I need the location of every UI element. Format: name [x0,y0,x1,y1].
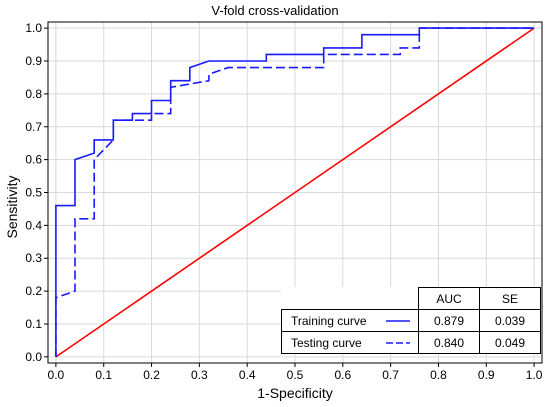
y-tick-label: 0.7 [25,120,42,134]
x-tick-label: 0.5 [287,368,304,382]
legend-swatch-testing [386,341,410,344]
legend-testing: Testing curve [281,331,419,354]
x-tick-label: 0.9 [478,368,495,382]
x-tick-label: 1.0 [526,368,543,382]
se-testing: 0.049 [479,331,541,354]
se-training: 0.039 [479,309,541,332]
y-tick-label: 0.3 [25,251,42,265]
y-tick-label: 0.4 [25,218,42,232]
x-tick-label: 0.7 [382,368,399,382]
reference-diagonal [55,27,535,358]
auc-testing: 0.840 [418,331,480,354]
legend-label-training: Training curve [291,313,367,328]
table-header-row: AUC SE [281,287,541,310]
legend-swatch-training [386,319,410,322]
y-tick-label: 0.5 [25,186,42,200]
y-axis-label-wrap: Sensitivity [2,175,22,238]
table-row-training: Training curve 0.879 0.039 [281,309,541,332]
auc-table: AUC SE Training curve 0.879 0.039 Testin… [281,287,541,354]
y-tick-label: 0.0 [25,350,42,364]
y-tick-label: 1.0 [25,21,42,35]
legend-training: Training curve [281,309,419,332]
table-corner [281,287,419,310]
table-row-testing: Testing curve 0.840 0.049 [281,331,541,354]
x-tick-label: 0.8 [430,368,447,382]
x-tick-label: 0.4 [239,368,256,382]
series-lines [55,27,535,358]
legend-label-testing: Testing curve [291,335,362,350]
table-header-auc: AUC [418,287,480,310]
x-tick-label: 0.6 [334,368,351,382]
y-tick-label: 0.6 [25,153,42,167]
y-tick-label: 0.1 [25,317,42,331]
y-tick-label: 0.8 [25,87,42,101]
series-testing-curve [55,27,535,357]
table-header-se: SE [479,287,541,310]
auc-training: 0.879 [418,309,480,332]
axis-ticks: 0.0 0.1 0.2 0.3 0.4 0.5 0.6 0.7 0.8 0.9 1.0 0.0 0.1 0… [25,21,542,382]
x-tick-label: 0.3 [191,368,208,382]
x-tick-label: 0.0 [48,368,65,382]
chart-title: V-fold cross-validation [211,3,339,18]
series-training-curve [55,27,535,357]
x-tick-label: 0.1 [95,368,112,382]
y-axis-label: Sensitivity [4,175,20,239]
x-axis-label: 1-Specificity [257,385,333,401]
x-tick-label: 0.2 [143,368,160,382]
y-tick-label: 0.9 [25,54,42,68]
y-tick-label: 0.2 [25,284,42,298]
